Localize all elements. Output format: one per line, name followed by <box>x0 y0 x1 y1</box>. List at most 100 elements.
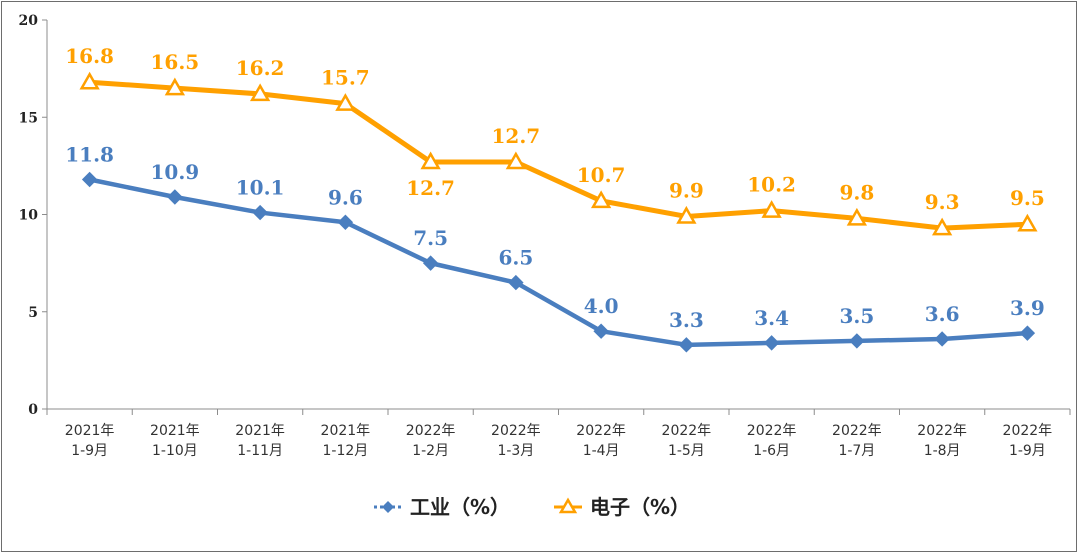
x-tick-label-line: 2022年 <box>747 423 797 439</box>
data-label: 10.2 <box>747 173 796 197</box>
x-tick-label-line: 2021年 <box>65 423 115 439</box>
data-label: 6.5 <box>498 246 533 270</box>
data-point-diamond <box>167 189 183 205</box>
data-point-triangle <box>164 77 186 96</box>
data-label: 4.0 <box>584 294 619 318</box>
data-label: 3.6 <box>925 302 960 326</box>
data-point-diamond <box>678 337 695 353</box>
data-label: 15.7 <box>321 66 370 90</box>
data-point-triangle <box>846 207 868 226</box>
x-tick-label-line: 1-3月 <box>497 443 534 459</box>
data-point-diamond <box>422 255 439 271</box>
series-industry: 11.8 10.9 10.1 9.6 7.5 6.5 4.0 3.3 3.4 3.5 3.6 3.9 <box>65 142 1045 353</box>
x-tick-label-line: 1-11月 <box>237 443 283 459</box>
x-tick-label: 2021年 1-11月 <box>235 423 285 459</box>
x-tick-label-line: 2022年 <box>917 423 967 439</box>
data-point-triangle <box>249 83 271 102</box>
data-point-triangle <box>420 151 441 170</box>
data-point-triangle <box>79 71 100 90</box>
legend-label: 电子（%） <box>590 495 690 519</box>
data-point-diamond <box>1019 325 1036 341</box>
x-tick-label-line: 2022年 <box>491 423 541 439</box>
data-point-diamond <box>763 335 780 351</box>
y-tick-label: 10 <box>19 208 39 224</box>
y-tick-label: 15 <box>19 110 38 126</box>
series-electronics: 16.8 16.5 16.2 15.7 12.7 12.7 10.7 9.9 10.2 9.8 9.… <box>65 44 1045 236</box>
data-point-triangle <box>1017 213 1038 232</box>
legend-item-electronics: 电子（%） <box>554 495 690 519</box>
x-tick-label-line: 1-9月 <box>1009 443 1046 459</box>
data-point-triangle <box>335 93 356 111</box>
data-point-triangle <box>590 190 612 209</box>
legend: 工业（%） 电子（%） <box>374 495 690 519</box>
data-label: 3.9 <box>1010 296 1045 320</box>
data-label: 3.5 <box>839 304 874 328</box>
legend-label: 工业（%） <box>410 495 510 519</box>
data-point-diamond <box>337 214 354 230</box>
data-label: 12.7 <box>406 176 455 200</box>
data-point-diamond <box>593 323 609 339</box>
data-label: 11.8 <box>65 142 114 166</box>
y-tick-label: 5 <box>28 305 38 321</box>
data-point-triangle <box>505 151 527 170</box>
x-tick-label-line: 2022年 <box>406 423 456 439</box>
series-layer: 11.810.910.1 9.67.56.54.03.3 3.4 3.5 3.6 3.91… <box>65 44 1045 353</box>
x-tick-label: 2022年 1-7月 <box>832 423 882 459</box>
data-label: 3.3 <box>669 308 704 332</box>
data-label: 10.9 <box>151 160 200 184</box>
x-tick-label: 2022年 1-6月 <box>747 423 797 459</box>
x-tick-label: 2022年 1-4月 <box>576 423 626 459</box>
x-tick-label-line: 1-10月 <box>152 443 198 459</box>
x-tick-label-line: 2022年 <box>1003 423 1053 439</box>
x-tick-label-line: 1-4月 <box>583 443 620 459</box>
legend-marker-diamond <box>382 501 394 513</box>
data-label: 16.8 <box>65 44 114 68</box>
legend-item-industry: 工业（%） <box>374 495 510 519</box>
series-line <box>87 79 1030 231</box>
x-tick-label: 2021年 1-10月 <box>150 423 200 459</box>
x-tick-label-line: 2021年 <box>150 423 200 439</box>
data-label: 3.4 <box>754 306 789 330</box>
data-point-diamond <box>508 274 524 291</box>
data-label: 10.1 <box>236 176 285 200</box>
x-tick-label-line: 1-6月 <box>753 443 790 459</box>
x-tick-label-line: 2022年 <box>576 423 626 439</box>
data-point-triangle <box>676 205 697 224</box>
data-label: 9.9 <box>669 178 704 202</box>
x-tick-label: 2021年 1-9月 <box>65 423 115 459</box>
x-tick-label-line: 1-7月 <box>838 443 875 459</box>
x-tick-label: 2022年 1-5月 <box>662 423 712 459</box>
x-tick-label-line: 1-9月 <box>71 443 108 459</box>
x-tick-label-line: 1-8月 <box>924 443 961 459</box>
data-label: 16.2 <box>236 56 285 80</box>
data-label: 16.5 <box>151 50 200 74</box>
data-label: 9.3 <box>925 190 960 214</box>
series-line <box>87 177 1030 348</box>
x-tick-label: 2022年 1-2月 <box>406 423 456 459</box>
x-tick-label-line: 1-12月 <box>322 443 368 459</box>
y-tick-label: 20 <box>19 13 39 29</box>
data-label: 12.7 <box>492 124 541 148</box>
x-tick-label-line: 1-5月 <box>668 443 705 459</box>
x-tick-label: 2022年 1-9月 <box>1003 423 1053 459</box>
data-label: 9.5 <box>1010 186 1045 210</box>
data-point-diamond <box>934 331 950 347</box>
x-tick-label-line: 1-2月 <box>412 443 449 459</box>
x-tick-label: 2022年 1-8月 <box>917 423 967 459</box>
x-tick-label: 2022年 1-3月 <box>491 423 541 459</box>
data-label: 9.6 <box>328 185 363 209</box>
x-tick-label: 2021年 1-12月 <box>321 423 371 459</box>
x-tick-label-line: 2021年 <box>321 423 371 439</box>
x-tick-label-line: 2022年 <box>662 423 712 439</box>
data-label: 7.5 <box>413 226 448 250</box>
data-point-diamond <box>252 204 268 221</box>
x-tick-label-line: 2021年 <box>235 423 285 439</box>
data-label: 10.7 <box>577 163 626 187</box>
y-tick-label: 0 <box>28 402 38 418</box>
x-tick-label-line: 2022年 <box>832 423 882 439</box>
data-point-triangle <box>761 200 782 218</box>
data-label: 9.8 <box>839 180 874 204</box>
